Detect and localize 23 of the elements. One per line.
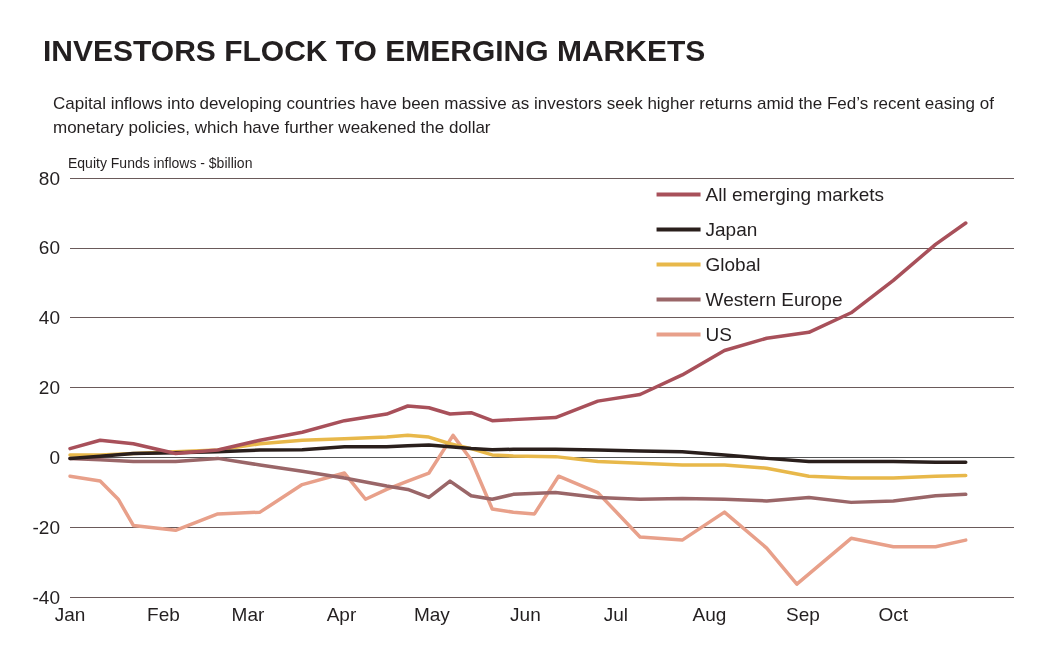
y-tick-label: 20 xyxy=(38,377,60,398)
legend-label: Western Europe xyxy=(705,289,843,310)
y-tick-label: 0 xyxy=(49,446,60,468)
y-tick-label: -20 xyxy=(32,516,60,538)
x-tick-label: May xyxy=(413,604,451,625)
x-tick-label: Jun xyxy=(510,604,541,625)
legend-label: US xyxy=(705,324,732,345)
y-tick-label: 60 xyxy=(38,237,60,259)
legend-label: Global xyxy=(705,254,761,275)
x-tick-label: Mar xyxy=(231,604,265,625)
y-tick-label: 40 xyxy=(38,307,60,329)
x-tick-label: Jul xyxy=(603,604,629,625)
y-tick-label: 80 xyxy=(38,167,60,189)
x-tick-label: Feb xyxy=(147,604,180,625)
x-tick-label: Sep xyxy=(785,604,820,625)
chart-title: INVESTORS FLOCK TO EMERGING MARKETS xyxy=(43,33,706,67)
legend-label: Japan xyxy=(705,219,758,240)
x-tick-label: Aug xyxy=(692,604,727,625)
y-axis-title: Equity Funds inflows - $billion xyxy=(68,155,253,171)
chart-subtitle: Capital inflows into developing countries have been massive as investors seek higher returns amid the Fed’s recent easing of monetary policies, which have further weakened the dollar xyxy=(53,93,999,137)
legend-label: All emerging markets xyxy=(705,184,884,205)
x-tick-label: Apr xyxy=(326,604,357,625)
x-tick-label: Oct xyxy=(878,604,909,625)
